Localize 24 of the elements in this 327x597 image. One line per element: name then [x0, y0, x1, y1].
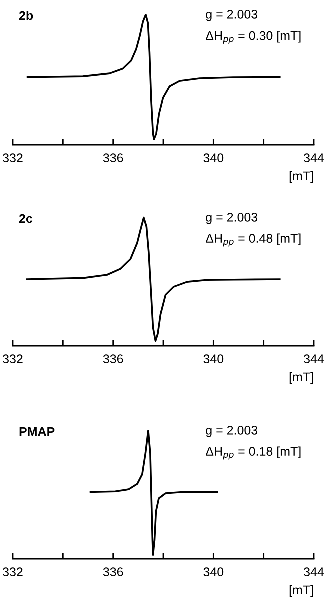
annotation: ΔH$_{pp}$ = 0.48 [mT] — [206, 234, 301, 247]
x-tick-label: 344 — [304, 154, 324, 163]
x-tick-label: 340 — [204, 154, 224, 163]
x-axis-title: [mT] — [290, 585, 314, 597]
annotation: ΔH$_{pp}$ = 0.30 [mT] — [206, 31, 301, 44]
annotation: g = 2.003 — [206, 213, 258, 224]
chart-title: 2b — [19, 11, 34, 20]
x-tick-label: 332 — [3, 354, 23, 364]
x-tick-label: 340 — [204, 568, 224, 577]
annotation: g = 2.003 — [206, 10, 258, 22]
x-tick-label: 344 — [304, 354, 324, 364]
x-tick-label: 332 — [3, 154, 23, 163]
x-tick-label: 340 — [204, 354, 224, 364]
annotation: ΔH$_{pp}$ = 0.18 [mT] — [206, 446, 301, 460]
x-tick-label: 336 — [103, 354, 124, 364]
x-tick-label: 336 — [103, 568, 124, 577]
chart-title: 2c — [19, 214, 33, 224]
annotation: g = 2.003 — [206, 426, 258, 438]
x-axis-title: [mT] — [290, 171, 314, 184]
chart-title: PMAP — [20, 427, 55, 436]
x-tick-label: 336 — [103, 154, 124, 163]
x-tick-label: 332 — [3, 568, 23, 577]
x-tick-label: 344 — [304, 568, 324, 577]
x-axis-title: [mT] — [290, 372, 314, 384]
